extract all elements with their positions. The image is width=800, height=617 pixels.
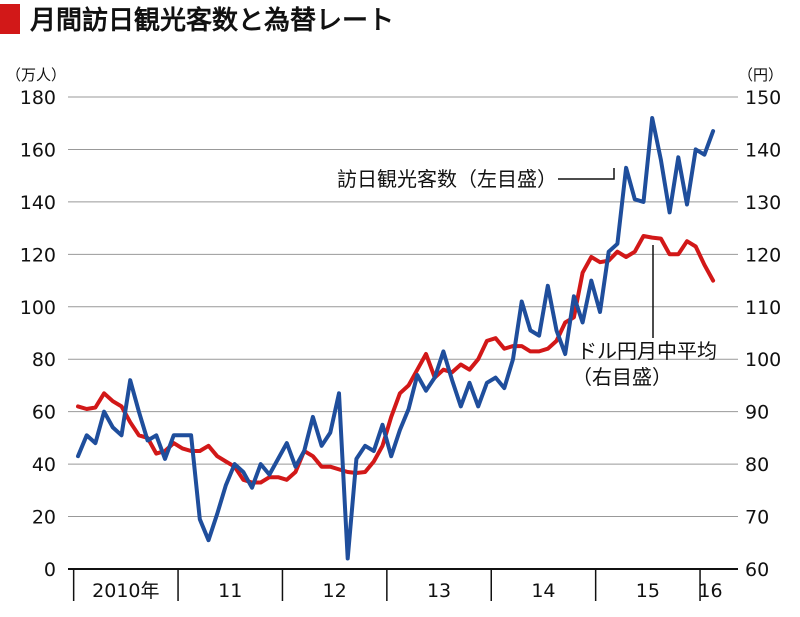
left-tick-label: 80: [32, 349, 56, 371]
left-tick-label: 140: [20, 192, 56, 214]
left-tick-label: 120: [20, 244, 56, 266]
left-axis-unit: （万人）: [6, 66, 66, 84]
tick-layer: 0 20 40 60 80 100 120 140 160 180 60 70 80 90 100 110 12…: [20, 87, 782, 581]
visitors-series-line: [76, 116, 716, 561]
chart-title: 月間訪日観光客数と為替レート: [29, 5, 394, 36]
left-tick-label: 0: [44, 559, 56, 581]
x-tick-label: 15: [636, 580, 660, 602]
right-tick-label: 60: [745, 559, 769, 581]
x-tick-label: 12: [323, 580, 347, 602]
left-tick-label: 100: [20, 297, 56, 319]
x-tick-label: 11: [218, 580, 242, 602]
right-tick-label: 90: [745, 402, 769, 424]
left-tick-label: 160: [20, 139, 56, 161]
right-tick-label: 120: [745, 244, 781, 266]
grid-layer: [68, 96, 738, 518]
x-tick-label: 2010年: [92, 580, 159, 602]
x-tick-label: 16: [698, 580, 722, 602]
x-tick-label: 13: [427, 580, 451, 602]
right-tick-label: 100: [745, 349, 781, 371]
right-tick-label: 130: [745, 192, 781, 214]
series-layer: [76, 116, 716, 561]
right-tick-label: 110: [745, 297, 781, 319]
left-tick-label: 20: [32, 507, 56, 529]
right-tick-label: 80: [745, 454, 769, 476]
title-marker: [0, 4, 20, 34]
left-tick-label: 180: [20, 87, 56, 109]
right-axis-unit: （円）: [738, 66, 783, 84]
x-axis: 2010年 11 12 13 14 15 16: [68, 568, 738, 602]
x-tick-label: 14: [531, 580, 555, 602]
right-tick-label: 70: [745, 507, 769, 529]
right-tick-label: 140: [745, 139, 781, 161]
left-tick-label: 60: [32, 402, 56, 424]
visitors-label-leader: [558, 168, 615, 180]
yen-series-label-line2: （右目盛）: [572, 365, 672, 389]
right-tick-label: 150: [745, 87, 781, 109]
visitors-series-label: 訪日観光客数（左目盛）: [337, 167, 557, 191]
yen-series-label-line1: ドル円月中平均: [577, 339, 717, 363]
left-tick-label: 40: [32, 454, 56, 476]
